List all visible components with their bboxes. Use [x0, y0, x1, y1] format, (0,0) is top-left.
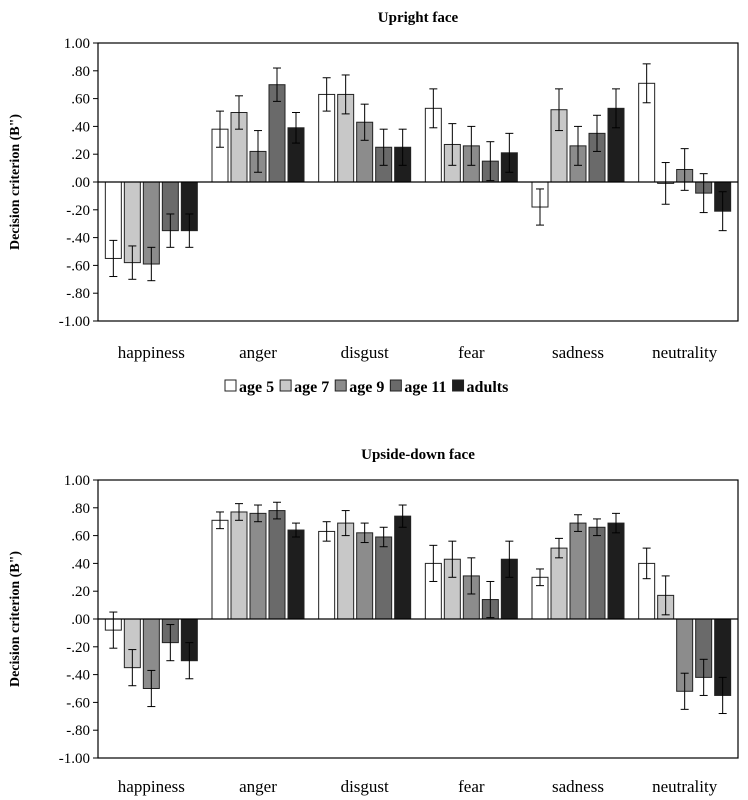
bar-anger-age-9	[249, 512, 267, 620]
y-tick-label: .00	[71, 175, 90, 191]
legend-swatch	[279, 379, 292, 392]
category-label: sadness	[552, 343, 604, 362]
legend-label: age 11	[404, 379, 446, 396]
legend-swatch	[334, 379, 347, 392]
y-tick-label: -.40	[66, 668, 90, 684]
y-tick-label: .80	[71, 501, 90, 517]
category-label: neutrality	[652, 777, 718, 796]
y-tick-label: -.60	[66, 695, 90, 711]
legend-swatch	[389, 379, 402, 392]
category-label: anger	[239, 777, 277, 796]
y-tick-label: -.20	[66, 640, 90, 656]
chart-panel-2: Upside-down face Decision criterion (B") 1…	[8, 447, 739, 796]
category-label: disgust	[341, 343, 389, 362]
bar-anger-age-11	[268, 510, 286, 620]
y-tick-label: .80	[71, 64, 90, 80]
category-label: anger	[239, 343, 277, 362]
y-tick-label: .40	[71, 119, 90, 135]
legend-label: age 5	[239, 379, 274, 396]
bar-disgust-age-7	[337, 522, 355, 620]
bar-disgust-adults	[394, 515, 412, 620]
y-tick-label: -.60	[66, 258, 90, 274]
bar-sadness-age-7	[550, 547, 568, 620]
bar-anger-age-5	[211, 519, 229, 620]
y-tick-label: .20	[71, 584, 90, 600]
bar-disgust-age-9	[356, 532, 374, 620]
category-label: disgust	[341, 777, 389, 796]
category-label: sadness	[552, 777, 604, 796]
y-tick-label: 1.00	[64, 473, 90, 489]
category-label: fear	[458, 777, 485, 796]
y-tick-label: .00	[71, 612, 90, 628]
bar-sadness-adults	[607, 522, 625, 620]
category-label: neutrality	[652, 343, 718, 362]
bar-anger-adults	[287, 529, 305, 620]
y-tick-label: .60	[71, 92, 90, 108]
y-axis-label: Decision criterion (B")	[8, 114, 23, 250]
chart-title: Upside-down face	[361, 447, 475, 463]
category-label: fear	[458, 343, 485, 362]
y-tick-label: .60	[71, 529, 90, 545]
legend-swatch	[452, 379, 465, 392]
y-tick-label: -1.00	[59, 314, 90, 330]
bar-disgust-age-5	[318, 530, 336, 620]
y-tick-label: .20	[71, 147, 90, 163]
y-axis-label: Decision criterion (B")	[8, 551, 23, 687]
bar-sadness-age-11	[588, 526, 606, 620]
y-tick-label: -.20	[66, 203, 90, 219]
category-label: happiness	[118, 777, 185, 796]
y-tick-label: .40	[71, 556, 90, 572]
y-tick-label: -.40	[66, 231, 90, 247]
bar-disgust-age-11	[375, 536, 393, 620]
y-tick-label: -.80	[66, 723, 90, 739]
legend-label: adults	[467, 379, 509, 396]
y-tick-label: -.80	[66, 286, 90, 302]
legend-label: age 9	[349, 379, 384, 396]
y-tick-label: 1.00	[64, 36, 90, 52]
legend: age 5 age 7 age 9 age 11 adults	[224, 379, 509, 396]
chart-title: Upright face	[378, 10, 459, 26]
category-label: happiness	[118, 343, 185, 362]
bar-sadness-age-9	[569, 522, 587, 620]
chart-panel-1: Upright face Decision criterion (B") 1.00.…	[8, 10, 739, 362]
bar-anger-age-7	[230, 511, 248, 620]
y-tick-label: -1.00	[59, 751, 90, 767]
legend-label: age 7	[294, 379, 329, 396]
legend-swatch	[224, 379, 237, 392]
